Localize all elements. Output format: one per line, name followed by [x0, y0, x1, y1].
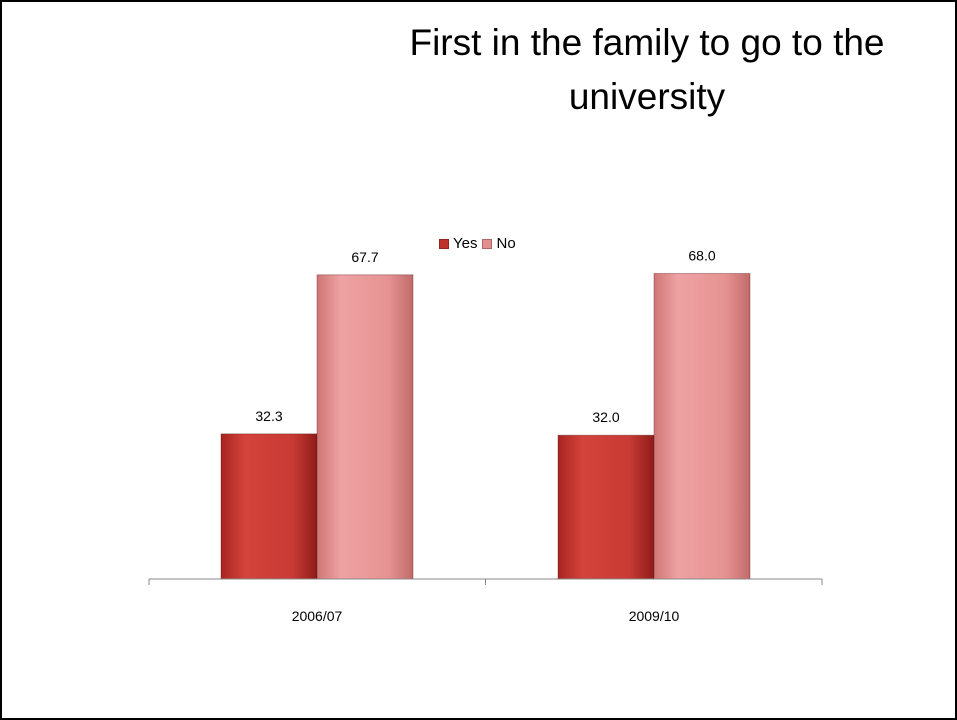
chart-title: First in the family to go to the univers…: [409, 22, 885, 117]
category-label-1: 2006/07: [292, 608, 343, 624]
legend-label-no: No: [496, 235, 516, 252]
data-label-no-1: 67.7: [351, 249, 378, 265]
legend-label-yes: Yes: [453, 235, 478, 252]
data-label-yes-2: 32.0: [592, 409, 619, 425]
legend-item-yes: Yes: [439, 235, 477, 252]
legend-item-no: No: [482, 235, 516, 252]
legend-swatch-yes: [439, 238, 449, 249]
category-label-2: 2009/10: [629, 608, 680, 624]
data-label-no-2: 68.0: [688, 247, 715, 263]
data-label-yes-1: 32.3: [255, 408, 282, 424]
legend-swatch-no: [482, 238, 493, 249]
bar-no-1: [316, 274, 414, 580]
bar-no-2: [653, 272, 751, 580]
bar-yes-1: [220, 433, 318, 580]
bar-yes-2: [557, 434, 655, 580]
legend: Yes No: [439, 235, 521, 252]
